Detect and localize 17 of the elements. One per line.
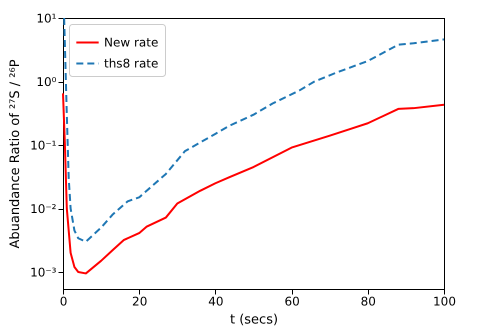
y-tick-label: 10⁻¹ xyxy=(30,138,57,153)
legend-label: ths8 rate xyxy=(104,56,158,70)
line-series xyxy=(63,17,445,243)
y-tick-label: 10¹ xyxy=(36,12,57,26)
x-tick-label: 20 xyxy=(132,294,148,308)
x-tick-label: 80 xyxy=(360,294,376,308)
x-tick-label: 40 xyxy=(208,294,224,308)
y-tick-label: 10⁻³ xyxy=(30,266,57,280)
legend-label: New rate xyxy=(104,36,158,50)
y-tick-label: 10⁻² xyxy=(30,202,57,216)
line-series xyxy=(62,92,445,274)
x-axis-title: t (secs) xyxy=(230,312,278,328)
y-axis-title: Abuandance Ratio of ²⁷S / ²⁶P xyxy=(8,59,24,249)
y-tick-label: 10⁰ xyxy=(36,75,57,89)
x-tick-label: 100 xyxy=(433,294,456,308)
x-tick-label: 60 xyxy=(284,294,300,308)
x-tick-label: 0 xyxy=(60,294,68,308)
